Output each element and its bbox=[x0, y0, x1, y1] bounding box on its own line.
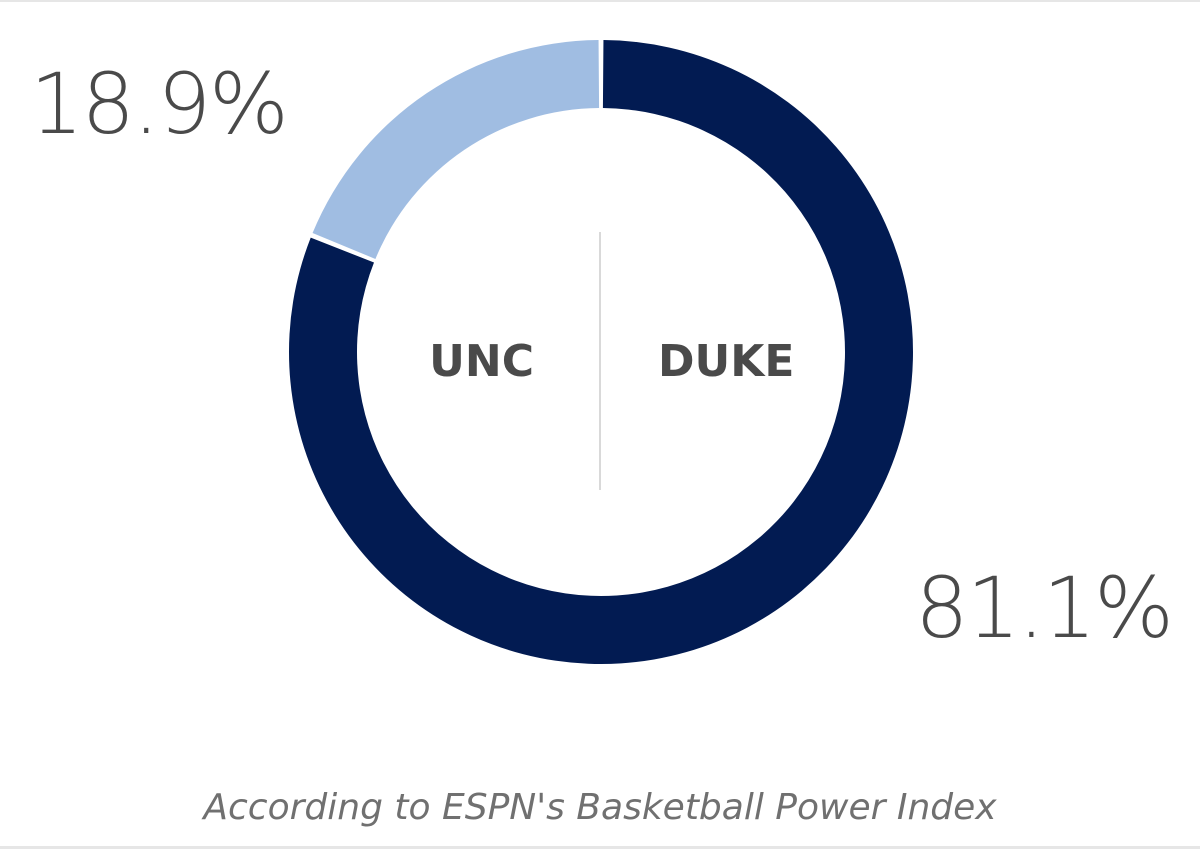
bottom-divider bbox=[0, 846, 1200, 849]
top-divider bbox=[0, 0, 1200, 2]
duke-team-label: DUKE bbox=[658, 336, 795, 387]
center-divider bbox=[599, 232, 601, 490]
source-footnote: According to ESPN's Basketball Power Ind… bbox=[203, 787, 997, 828]
duke-percentage-label: 81.1% bbox=[915, 559, 1174, 657]
unc-percentage-label: 18.9% bbox=[30, 55, 289, 153]
unc-team-label: UNC bbox=[429, 336, 534, 387]
donut-slice-unc bbox=[312, 40, 600, 259]
